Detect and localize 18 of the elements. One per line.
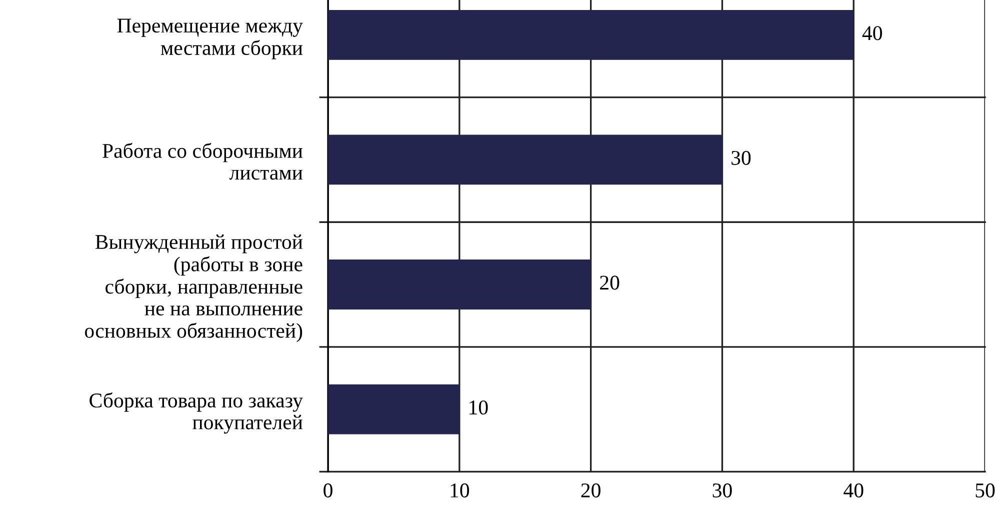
bar: [328, 384, 460, 434]
y-tick-label: Работа со сборочными листами: [102, 142, 303, 180]
x-tick-label: 50: [976, 483, 995, 498]
data-label: 20: [600, 276, 620, 290]
bar: [328, 260, 591, 310]
x-tick-label: 0: [324, 483, 332, 498]
y-tick-label: Сборка товара по заказу покупателей: [90, 392, 303, 434]
x-tick-label: 10: [450, 483, 470, 498]
x-tick-label: 20: [581, 483, 600, 498]
data-label: 40: [862, 26, 882, 40]
bar: [328, 10, 854, 60]
y-tick-label: Вынужденный простой (работы в зоне сборки, направленные не на выполнение основных обязанностей): [84, 234, 303, 342]
data-label: 30: [732, 150, 751, 165]
x-tick-label: 40: [844, 483, 864, 498]
bar: [328, 134, 722, 185]
data-label: 10: [470, 400, 488, 415]
y-tick-label: Перемещение между местами сборки: [117, 18, 303, 60]
x-tick-label: 30: [712, 483, 732, 498]
